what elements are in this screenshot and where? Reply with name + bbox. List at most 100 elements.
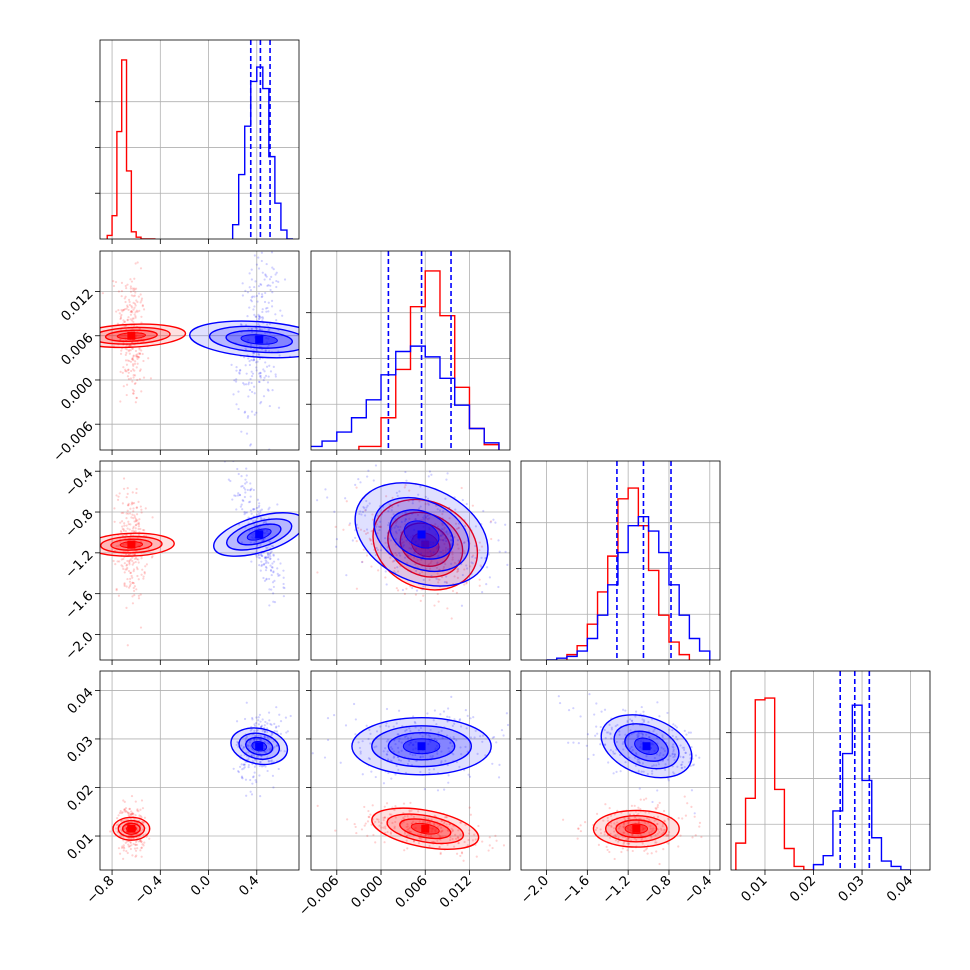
scatter-point <box>137 810 140 813</box>
scatter-point <box>253 723 256 726</box>
scatter-point <box>394 551 397 555</box>
scatter-point <box>652 827 655 830</box>
scatter-point <box>641 828 644 831</box>
scatter-point <box>151 516 154 519</box>
scatter-point <box>429 561 432 565</box>
scatter-point <box>377 820 380 823</box>
scatter-point <box>394 773 397 776</box>
x-tick-label: 0.006 <box>392 873 431 912</box>
scatter-point <box>394 530 398 533</box>
scatter-point <box>137 840 141 843</box>
scatter-point <box>387 523 390 527</box>
scatter-point <box>250 793 254 796</box>
scatter-point <box>253 738 256 741</box>
scatter-point <box>133 514 136 517</box>
scatter-point <box>128 559 131 562</box>
scatter-point <box>595 702 598 705</box>
scatter-point <box>130 837 133 840</box>
scatter-point <box>627 838 630 841</box>
scatter-point <box>660 829 663 832</box>
scatter-point <box>243 410 247 413</box>
scatter-point <box>136 809 139 812</box>
scatter-point <box>122 528 125 531</box>
scatter-point <box>422 594 425 597</box>
scatter-point <box>429 728 432 732</box>
scatter-point <box>628 817 631 820</box>
scatter-point <box>656 806 659 809</box>
scatter-point <box>396 525 400 529</box>
scatter-point <box>131 327 134 331</box>
scatter-point <box>432 768 436 771</box>
scatter-point <box>270 550 273 553</box>
scatter-point <box>266 388 269 391</box>
scatter-point <box>655 807 658 811</box>
scatter-point <box>133 847 137 850</box>
scatter-point <box>235 720 239 723</box>
scatter-point <box>265 365 269 368</box>
scatter-point <box>259 720 262 723</box>
scatter-point <box>652 764 655 767</box>
scatter-point <box>610 728 613 731</box>
scatter-point <box>440 760 443 763</box>
scatter-point <box>433 604 436 607</box>
scatter-point <box>474 838 477 841</box>
scatter-point <box>122 487 126 490</box>
scatter-point <box>244 482 247 485</box>
x-tick-label: −0.4 <box>131 873 165 907</box>
scatter-point <box>417 552 420 555</box>
scatter-point <box>127 298 131 301</box>
scatter-point <box>129 847 132 851</box>
scatter-point <box>123 571 126 574</box>
scatter-point <box>386 758 390 761</box>
scatter-point <box>345 574 348 577</box>
scatter-point <box>364 532 368 535</box>
scatter-point <box>239 765 242 768</box>
scatter-point <box>653 728 656 731</box>
scatter-point <box>137 356 140 359</box>
scatter-point <box>252 520 255 523</box>
scatter-point <box>120 289 124 293</box>
scatter-point <box>135 309 138 312</box>
scatter-point <box>257 323 260 326</box>
scatter-point <box>593 713 596 716</box>
scatter-point <box>530 769 532 771</box>
scatter-point <box>275 319 278 322</box>
scatter-point <box>667 817 670 820</box>
scatter-point <box>587 757 590 761</box>
scatter-point <box>639 740 643 743</box>
scatter-point <box>370 565 373 568</box>
scatter-point <box>130 794 134 798</box>
scatter-point <box>266 730 269 734</box>
scatter-point <box>389 556 392 559</box>
scatter-point <box>316 571 319 574</box>
scatter-point <box>247 338 250 342</box>
scatter-point <box>133 589 136 592</box>
y-tick-label: −2.0 <box>62 629 96 663</box>
scatter-point <box>377 525 381 528</box>
scatter-point <box>579 824 582 827</box>
scatter-point <box>419 770 422 774</box>
scatter-point <box>633 756 637 759</box>
scatter-point <box>447 781 450 784</box>
scatter-point <box>608 807 611 810</box>
scatter-point <box>263 731 266 734</box>
scatter-point <box>142 308 146 311</box>
scatter-point <box>269 568 273 572</box>
scatter-point <box>410 512 414 515</box>
scatter-point <box>424 733 427 736</box>
scatter-point <box>255 366 258 369</box>
scatter-point <box>268 506 271 509</box>
scatter-point <box>394 521 397 524</box>
scatter-point <box>272 365 275 368</box>
scatter-point <box>275 725 278 728</box>
scatter-point <box>122 799 125 802</box>
scatter-point <box>266 306 269 310</box>
scatter-point <box>457 522 461 525</box>
scatter-point <box>397 733 400 736</box>
y-tick-label: 0.01 <box>64 830 97 863</box>
scatter-point <box>249 729 252 732</box>
scatter-point <box>272 545 275 548</box>
scatter-point <box>434 830 437 833</box>
scatter-point <box>237 407 240 411</box>
scatter-point <box>131 287 134 290</box>
